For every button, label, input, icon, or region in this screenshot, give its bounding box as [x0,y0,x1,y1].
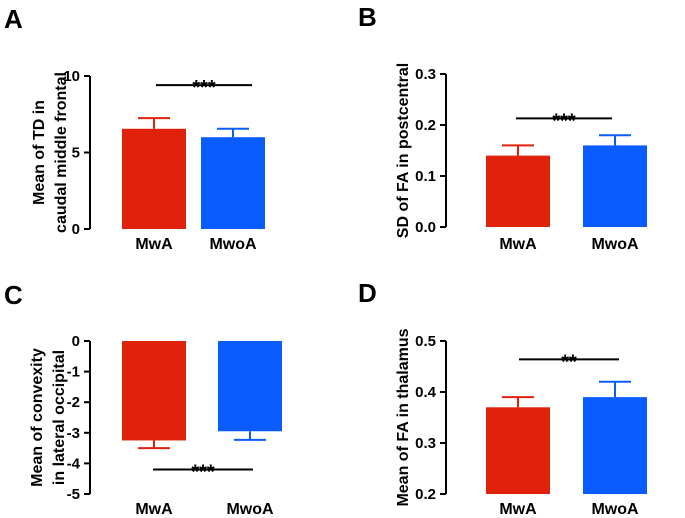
y-tick-label: 0.2 [415,117,436,134]
y-tick-label: 0.2 [415,486,436,503]
panel-c: C 0 -1 -2 -3 -4 -5 MwA MwoA *** Mean of convexity i… [4,280,282,518]
panel-d: D 0.2 0.3 0.4 0.5 MwA MwoA ** Mean of FA in thal… [358,278,647,518]
y-tick-label: 10 [63,68,80,85]
panel-letter: C [4,280,23,310]
bar-mwa [486,155,550,227]
y-tick-label: -4 [67,455,81,472]
bar-mwoa [583,397,647,494]
significance-marker: *** [552,110,576,132]
y-tick-label: 0.3 [415,66,436,83]
y-axis-label: Mean of convexity [29,348,46,487]
panel-letter: A [4,4,23,34]
category-label: MwA [135,236,173,253]
y-tick-label: 0 [72,221,80,238]
y-tick-label: -5 [67,486,80,503]
y-axis-label: caudal middle frontal [53,72,70,233]
y-axis-label: SD of FA in postcentral [395,63,412,238]
bar-mwoa [201,137,265,229]
category-label: MwoA [591,501,639,518]
y-tick-label: 0.0 [415,219,436,236]
y-tick-label: 5 [72,145,80,162]
y-axis-label: in lateral occipital [51,350,68,485]
y-axis-label: Mean of FA in thalamus [395,328,412,506]
y-axis-label: Mean of TD in [31,100,48,205]
panel-letter: B [358,2,377,32]
y-tick-label: 0.4 [415,384,437,401]
category-label: MwA [135,501,173,518]
bar-mwa [486,407,550,494]
panel-b: B 0.0 0.1 0.2 0.3 MwA MwoA *** SD of FA in postc… [358,2,647,253]
significance-marker: ** [561,351,577,373]
bar-mwa [122,128,186,229]
category-label: MwoA [591,236,639,253]
category-label: MwoA [226,501,274,518]
y-tick-label: -1 [67,364,80,381]
significance-marker: *** [192,77,216,99]
bar-mwoa [583,145,647,227]
panel-letter: D [358,278,377,308]
significance-marker: *** [191,462,215,484]
category-label: MwA [499,236,537,253]
y-tick-label: 0.3 [415,435,436,452]
category-label: MwoA [209,236,257,253]
y-tick-label: -3 [67,425,80,442]
y-tick-label: 0.1 [415,168,436,185]
panel-a: A 0 5 10 MwA MwoA *** Mean of TD in caudal middl… [4,4,265,253]
y-tick-label: 0 [72,333,80,350]
y-tick-label: -2 [67,394,80,411]
category-label: MwA [499,501,537,518]
bar-mwa [122,341,186,441]
y-tick-label: 0.5 [415,333,436,350]
bar-mwoa [218,341,282,432]
